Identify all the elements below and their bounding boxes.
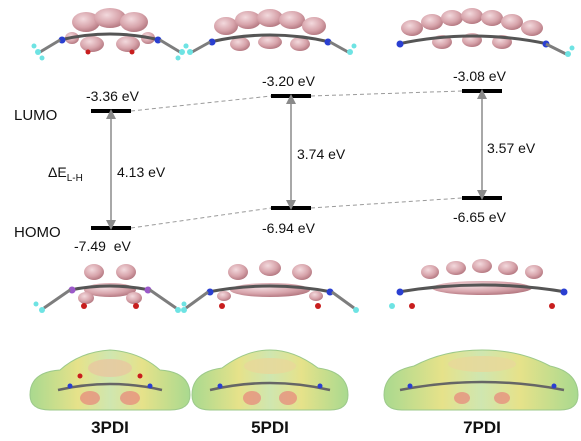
esp-surface-5pdi [191, 349, 349, 411]
homo-orbital-5pdi [181, 260, 359, 313]
homo-axis-label: HOMO [14, 224, 61, 241]
molecule-name-5pdi: 5PDI [251, 418, 289, 437]
lumo-link-5-7 [310, 90, 463, 97]
lumo-link-3-5 [130, 95, 272, 112]
gap-symbol: ΔEL-H [48, 164, 83, 184]
lumo-orbital-3pdi [31, 8, 189, 61]
lumo-bar-5pdi [271, 94, 311, 98]
lumo-orbital-5pdi [183, 9, 357, 55]
homo-bar-7pdi [462, 196, 502, 200]
homo-orbital-7pdi [389, 259, 568, 309]
molecule-name-7pdi: 7PDI [463, 418, 501, 437]
lumo-axis-label: LUMO [14, 107, 57, 124]
homo-bar-5pdi [271, 206, 311, 210]
gap-value-5pdi: 3.74 eV [297, 146, 346, 162]
lumo-bar-7pdi [462, 89, 502, 93]
esp-surface-3pdi [29, 349, 191, 411]
homo-link-3-5 [130, 207, 272, 229]
homo-value-3pdi: -7.49 eV [74, 238, 131, 254]
lumo-bar-3pdi [91, 109, 131, 113]
homo-orbital-3pdi [33, 264, 187, 313]
lumo-value-7pdi: -3.08 eV [453, 68, 507, 84]
lumo-value-5pdi: -3.20 eV [262, 73, 316, 89]
gap-value-7pdi: 3.57 eV [487, 140, 536, 156]
homo-bar-3pdi [91, 226, 131, 230]
homo-value-5pdi: -6.94 eV [262, 220, 316, 236]
lumo-orbital-7pdi [396, 8, 575, 57]
homo-link-5-7 [310, 197, 463, 209]
homo-value-7pdi: -6.65 eV [453, 209, 507, 225]
molecule-name-3pdi: 3PDI [91, 418, 129, 437]
lumo-value-3pdi: -3.36 eV [86, 88, 140, 104]
gap-value-3pdi: 4.13 eV [117, 164, 166, 180]
esp-surface-7pdi [383, 349, 579, 411]
